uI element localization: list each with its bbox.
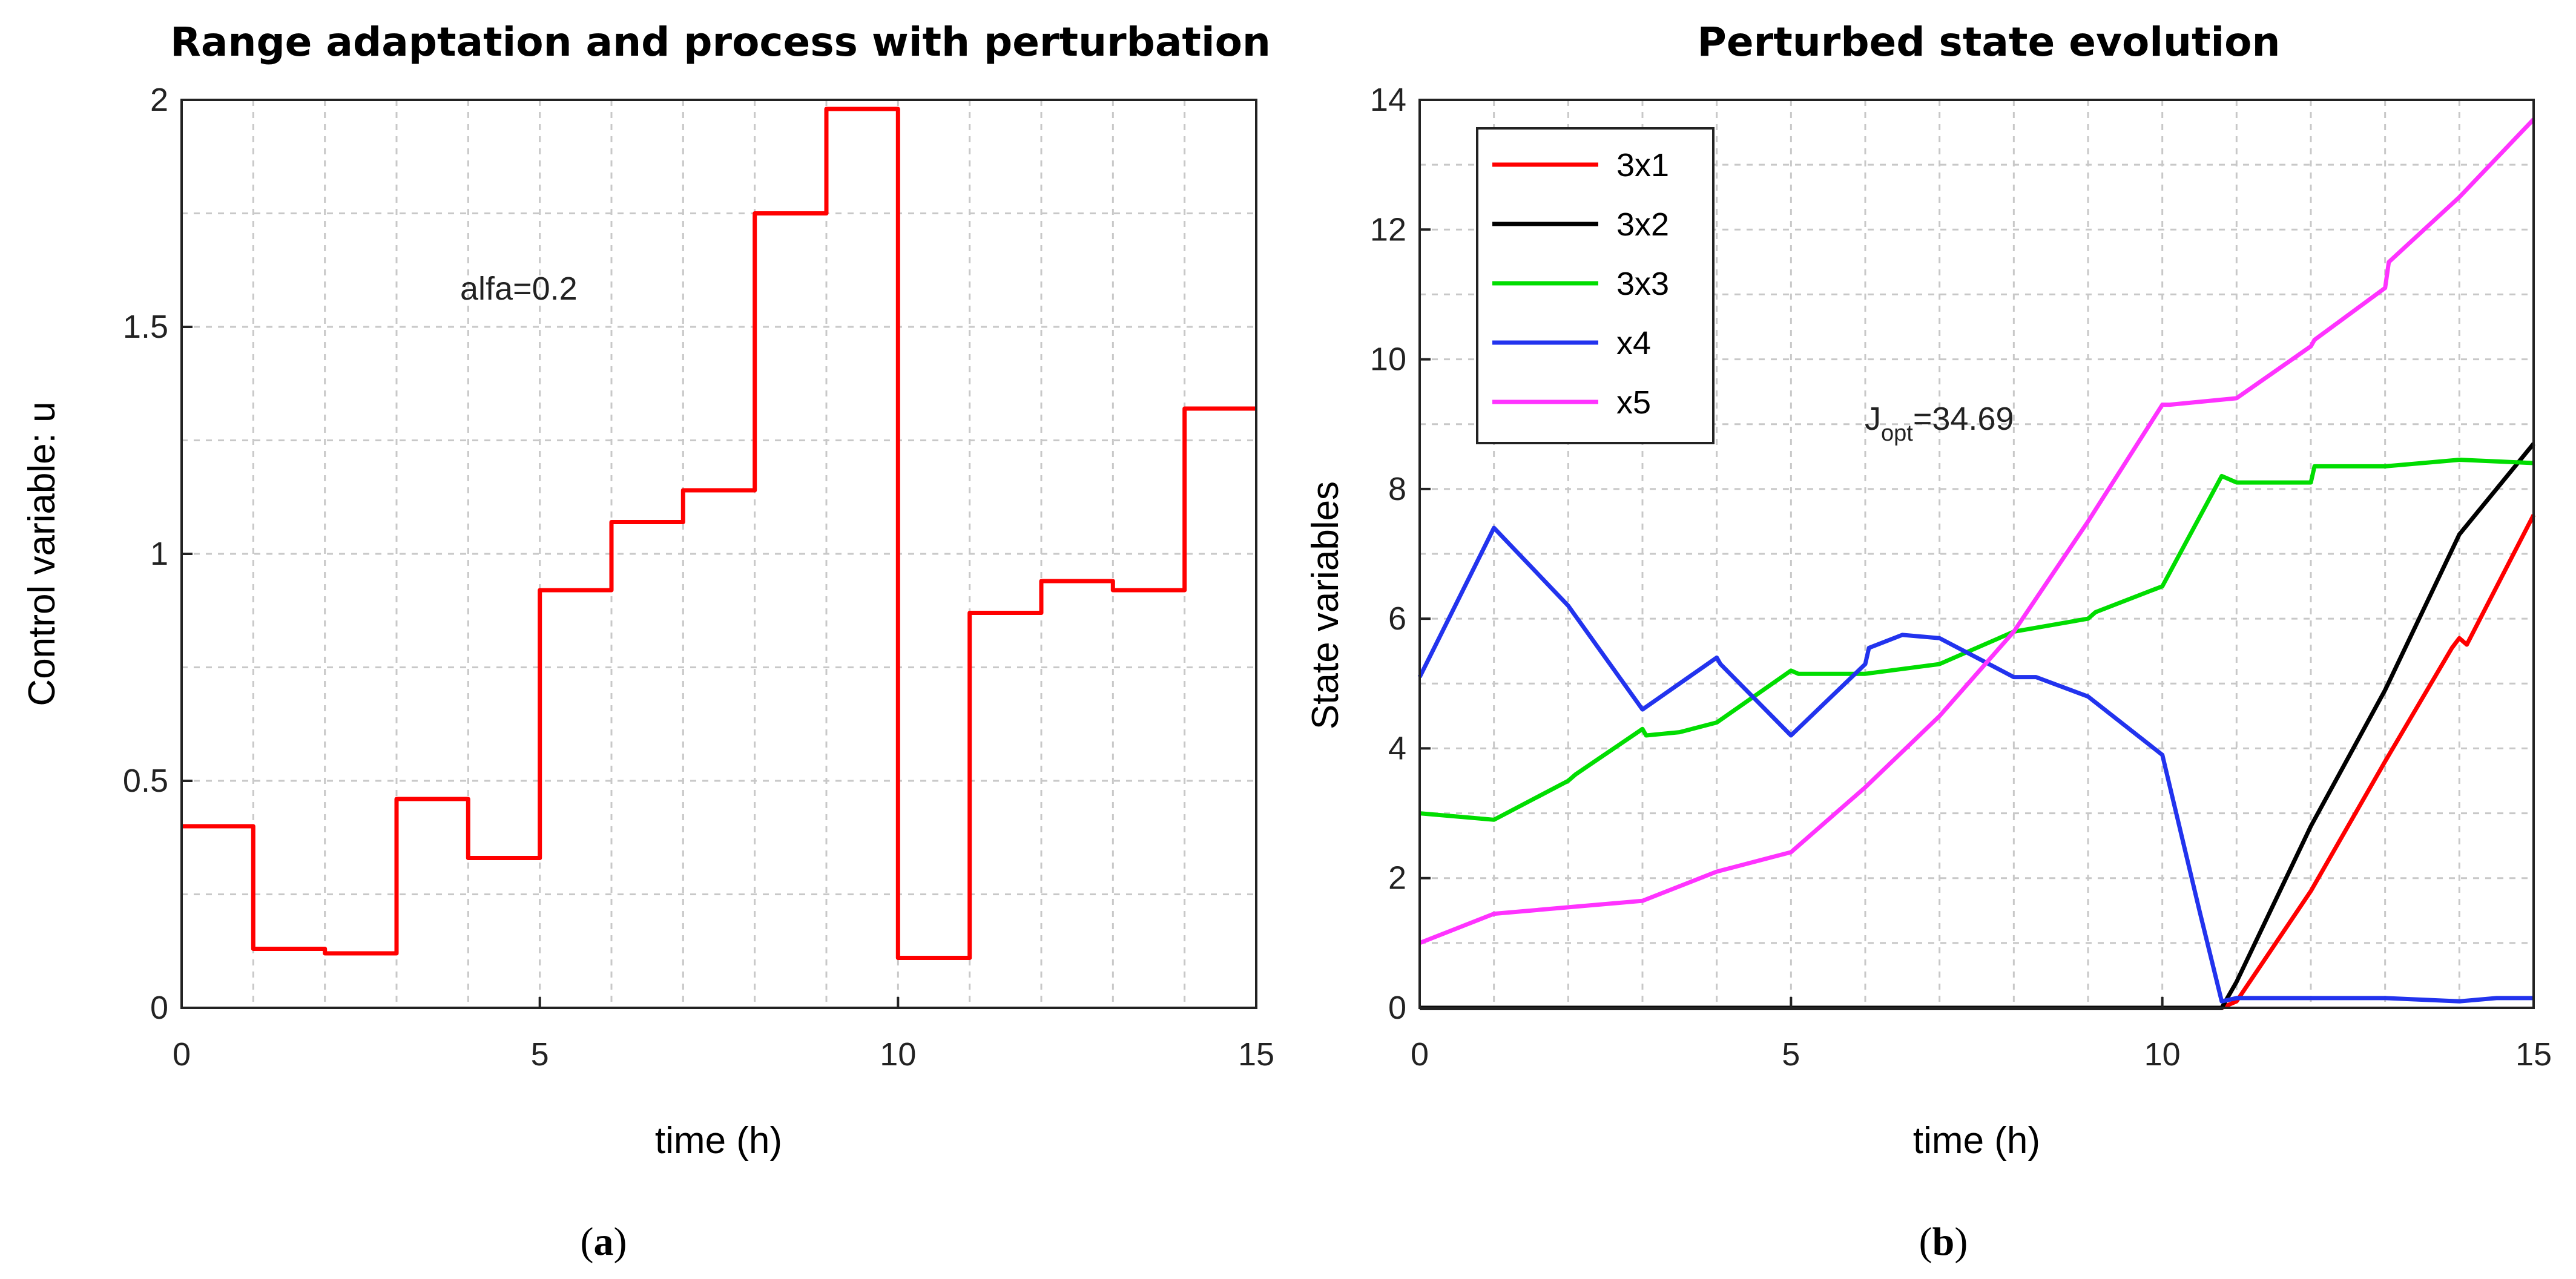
panel-b-caption-letter: b bbox=[1932, 1220, 1955, 1264]
y-tick-label: 1.5 bbox=[123, 309, 168, 345]
x-tick-label: 15 bbox=[1238, 1036, 1274, 1073]
y-tick-label: 4 bbox=[1388, 730, 1406, 766]
panel-a-title: Range adaptation and process with pertur… bbox=[170, 19, 1271, 65]
x-tick-label: 5 bbox=[531, 1036, 549, 1073]
x-tick-label: 15 bbox=[2515, 1036, 2552, 1073]
x-tick-label: 10 bbox=[880, 1036, 916, 1073]
panel-b-title: Perturbed state evolution bbox=[1698, 19, 2281, 65]
panel-a: Range adaptation and process with pertur… bbox=[21, 19, 1274, 1264]
legend-label-3x3: 3x3 bbox=[1616, 266, 1669, 302]
x-tick-label: 0 bbox=[1411, 1036, 1429, 1073]
panel-b-annotation-value: =34.69 bbox=[1913, 401, 2014, 437]
panel-b-caption-label: (b) bbox=[1919, 1220, 1968, 1264]
y-tick-label: 0 bbox=[150, 990, 168, 1026]
y-tick-label: 8 bbox=[1388, 471, 1406, 507]
y-tick-label: 10 bbox=[1370, 341, 1406, 378]
panel-b: Perturbed state evolution 0 5 10 15 0 2 4 6 8 10… bbox=[1305, 19, 2552, 1264]
y-tick-label: 2 bbox=[1388, 860, 1406, 896]
x-tick-label: 5 bbox=[1782, 1036, 1800, 1073]
panel-a-annotation: alfa=0.2 bbox=[460, 271, 578, 307]
y-tick-label: 1 bbox=[150, 536, 168, 572]
series-line-3x3 bbox=[1419, 458, 2534, 822]
panel-a-y-label: Control variable: u bbox=[21, 401, 63, 706]
y-tick-label: 0 bbox=[1388, 990, 1406, 1026]
legend-label-x4: x4 bbox=[1616, 325, 1651, 361]
legend-box bbox=[1476, 127, 1715, 444]
panel-b-plot-frame bbox=[1418, 99, 2535, 1009]
panel-b-y-ticks: 0 2 4 6 8 10 12 14 bbox=[1370, 82, 1431, 1026]
legend-label-3x2: 3x2 bbox=[1616, 206, 1669, 243]
panel-a-x-ticks: 0 5 10 15 bbox=[173, 997, 1274, 1073]
legend-label-x5: x5 bbox=[1616, 384, 1651, 421]
panel-a-caption-letter: a bbox=[594, 1220, 614, 1264]
y-tick-label: 2 bbox=[150, 82, 168, 118]
series-line-3x1 bbox=[1420, 514, 2536, 1010]
panel-a-caption-label: (a) bbox=[581, 1220, 627, 1264]
panel-a-y-ticks: 0 0.5 1 1.5 2 bbox=[123, 82, 193, 1026]
series-line-x4 bbox=[1417, 525, 2534, 1004]
legend-label-3x1: 3x1 bbox=[1616, 147, 1669, 183]
panel-b-annotation-subscript: opt bbox=[1881, 421, 1913, 446]
y-tick-label: 12 bbox=[1370, 211, 1406, 248]
series-line-3x2 bbox=[1420, 442, 2535, 1010]
series-line-u bbox=[182, 107, 1256, 960]
x-tick-label: 0 bbox=[173, 1036, 191, 1073]
panel-a-grid bbox=[180, 99, 1257, 1009]
panel-a-x-label: time (h) bbox=[655, 1120, 782, 1162]
x-tick-label: 10 bbox=[2144, 1036, 2181, 1073]
panel-b-y-label: State variables bbox=[1305, 481, 1346, 729]
y-tick-label: 6 bbox=[1388, 600, 1406, 637]
panel-b-annotation: Jopt=34.69 bbox=[1865, 401, 2014, 446]
panel-b-x-ticks: 0 5 10 15 bbox=[1411, 997, 2552, 1073]
y-tick-label: 0.5 bbox=[123, 763, 168, 799]
panel-a-series bbox=[182, 107, 1256, 960]
y-tick-label: 14 bbox=[1370, 82, 1406, 118]
panel-b-annotation-main: J bbox=[1865, 401, 1881, 437]
series-line-x5 bbox=[1418, 117, 2535, 945]
panel-b-x-label: time (h) bbox=[1913, 1120, 2040, 1162]
panel-b-legend: 3x1 3x2 3x3 x4 x5 bbox=[1476, 127, 1715, 444]
